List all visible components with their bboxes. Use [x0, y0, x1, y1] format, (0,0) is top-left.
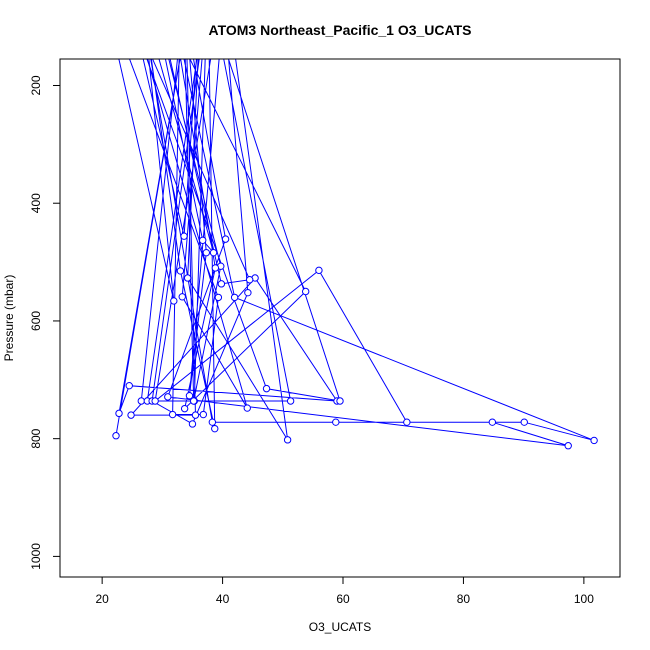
y-tick-label: 600 — [29, 311, 43, 331]
series-layer — [112, 59, 598, 450]
axes: 20 40 60 80 100 200 400 600 800 1000 — [29, 75, 594, 606]
data-point — [199, 410, 208, 419]
data-point — [217, 280, 226, 288]
data-point — [283, 436, 292, 444]
data-point — [488, 418, 497, 426]
data-point — [214, 293, 223, 302]
chart-title: ATOM3 Northeast_Pacific_1 O3_UCATS — [209, 22, 472, 38]
x-tick-label: 100 — [574, 592, 594, 606]
data-point — [211, 424, 219, 433]
data-point — [125, 381, 133, 390]
data-point — [286, 397, 295, 405]
data-point — [230, 293, 239, 302]
data-point — [208, 418, 217, 426]
data-point — [244, 288, 252, 297]
data-point — [211, 264, 220, 272]
data-point — [590, 436, 598, 445]
data-point — [403, 418, 411, 426]
data-point — [168, 410, 177, 419]
data-point — [520, 418, 528, 426]
data-point — [127, 411, 135, 419]
x-tick-label: 60 — [336, 592, 350, 606]
x-axis-label: O3_UCATS — [309, 620, 371, 634]
data-point — [564, 442, 572, 450]
y-axis-label: Pressure (mbar) — [2, 275, 16, 362]
x-tick-label: 40 — [216, 592, 230, 606]
y-tick-label: 1000 — [29, 543, 43, 570]
plot-frame — [59, 58, 621, 578]
data-point — [189, 397, 198, 405]
data-point — [209, 248, 218, 257]
data-point — [180, 232, 188, 240]
data-point — [170, 297, 178, 305]
data-point — [262, 384, 271, 393]
data-point — [188, 420, 197, 428]
data-point — [180, 404, 189, 413]
data-point — [164, 393, 172, 401]
data-point — [315, 266, 323, 275]
data-point — [191, 411, 200, 419]
data-point — [112, 432, 120, 440]
data-point — [199, 236, 207, 245]
data-point — [202, 248, 211, 257]
y-tick-label: 400 — [29, 193, 43, 213]
data-point — [151, 397, 159, 405]
data-point — [176, 267, 185, 275]
data-point — [221, 235, 230, 243]
x-tick-label: 20 — [95, 592, 109, 606]
data-point — [178, 293, 186, 301]
data-point — [332, 418, 340, 426]
data-point — [137, 397, 145, 405]
data-point — [185, 392, 194, 400]
data-point — [336, 397, 344, 405]
data-point — [183, 274, 192, 282]
x-tick-label: 80 — [457, 592, 471, 606]
data-point — [115, 409, 123, 418]
data-point — [243, 404, 251, 412]
data-point — [245, 276, 254, 284]
y-tick-label: 800 — [29, 428, 43, 448]
y-tick-label: 200 — [29, 75, 43, 95]
data-point — [301, 287, 310, 296]
